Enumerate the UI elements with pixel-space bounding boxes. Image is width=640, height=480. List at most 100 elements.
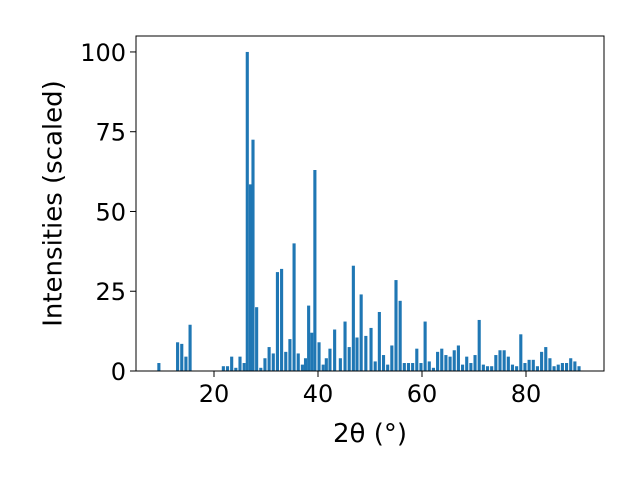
bar: [390, 345, 394, 371]
bar: [531, 359, 535, 371]
bar: [552, 366, 556, 371]
bar: [275, 272, 279, 371]
bar: [234, 367, 238, 371]
bar: [251, 139, 255, 371]
bar: [515, 366, 519, 371]
x-tick-label: 20: [199, 380, 230, 408]
bar: [415, 348, 419, 371]
bar: [263, 358, 267, 371]
bar: [221, 366, 225, 371]
bar: [324, 358, 328, 371]
x-tick-label: 80: [511, 380, 542, 408]
bar: [535, 366, 539, 371]
bar: [523, 363, 527, 371]
bar: [328, 348, 332, 371]
bar: [347, 347, 351, 371]
bar: [292, 243, 296, 371]
bar: [280, 268, 284, 371]
bar: [310, 332, 314, 371]
bar: [465, 356, 469, 371]
bar: [473, 355, 477, 371]
x-axis-label: 2θ (°): [333, 419, 407, 449]
bar: [248, 184, 252, 371]
bar: [456, 345, 460, 371]
bars-group: [157, 51, 581, 371]
bar: [238, 356, 242, 371]
bar: [494, 355, 498, 371]
bar: [502, 350, 506, 371]
bar: [527, 359, 531, 371]
bar: [267, 347, 271, 371]
bar: [419, 363, 423, 371]
bar: [313, 170, 317, 371]
bar: [444, 355, 448, 371]
bar: [317, 342, 321, 371]
bar: [540, 351, 544, 371]
bar: [225, 366, 230, 371]
bar: [411, 363, 415, 371]
bar: [556, 364, 560, 371]
plot-frame: [135, 35, 605, 372]
bar: [436, 351, 440, 371]
bar: [565, 363, 569, 371]
y-axis-label: Intensities (scaled): [39, 80, 69, 327]
bar: [577, 366, 581, 371]
bar: [355, 337, 359, 371]
bar: [402, 363, 406, 371]
bar: [271, 353, 275, 371]
y-tick-label: 75: [95, 119, 126, 147]
bar: [255, 307, 259, 371]
bar: [398, 300, 402, 371]
bar: [485, 366, 490, 371]
bar: [381, 355, 386, 371]
bar: [448, 356, 452, 371]
bar: [176, 342, 180, 371]
x-tick-label: 40: [303, 380, 334, 408]
bar: [377, 311, 381, 371]
bar: [548, 358, 552, 371]
bar: [560, 363, 564, 371]
bar: [440, 348, 444, 371]
bar: [259, 367, 263, 371]
bar: [506, 356, 510, 371]
bar: [427, 361, 431, 371]
y-tick-label: 0: [111, 358, 126, 386]
bar: [321, 364, 325, 371]
bar: [303, 358, 308, 371]
bar: [452, 350, 456, 371]
bar: [180, 343, 184, 371]
bar: [490, 366, 494, 371]
y-tick-label: 25: [95, 278, 126, 306]
bar: [461, 364, 465, 371]
bar: [188, 324, 192, 371]
bar: [343, 321, 347, 371]
bar: [245, 51, 249, 371]
bar: [481, 364, 485, 371]
bar: [519, 334, 523, 371]
bar: [364, 335, 368, 371]
bar: [307, 305, 311, 371]
bar: [284, 351, 288, 371]
bar: [300, 364, 304, 371]
bar: [510, 364, 515, 371]
bar: [386, 364, 390, 371]
y-tick-label: 100: [80, 39, 126, 67]
bar: [569, 358, 573, 371]
bar: [573, 361, 577, 371]
bar: [373, 361, 377, 371]
bar: [369, 327, 373, 371]
bar: [333, 329, 337, 371]
bar: [242, 363, 246, 371]
bar: [351, 265, 355, 371]
bar: [498, 350, 502, 371]
ticks-group: 20 40 60 80 0 25 50 75 100: [80, 39, 541, 408]
bar: [544, 347, 548, 371]
bar: [288, 339, 292, 371]
bar: [423, 321, 427, 371]
bar: [477, 319, 481, 371]
bar: [431, 367, 435, 371]
bar: [406, 363, 411, 371]
bar: [296, 353, 300, 371]
bar: [469, 363, 473, 371]
